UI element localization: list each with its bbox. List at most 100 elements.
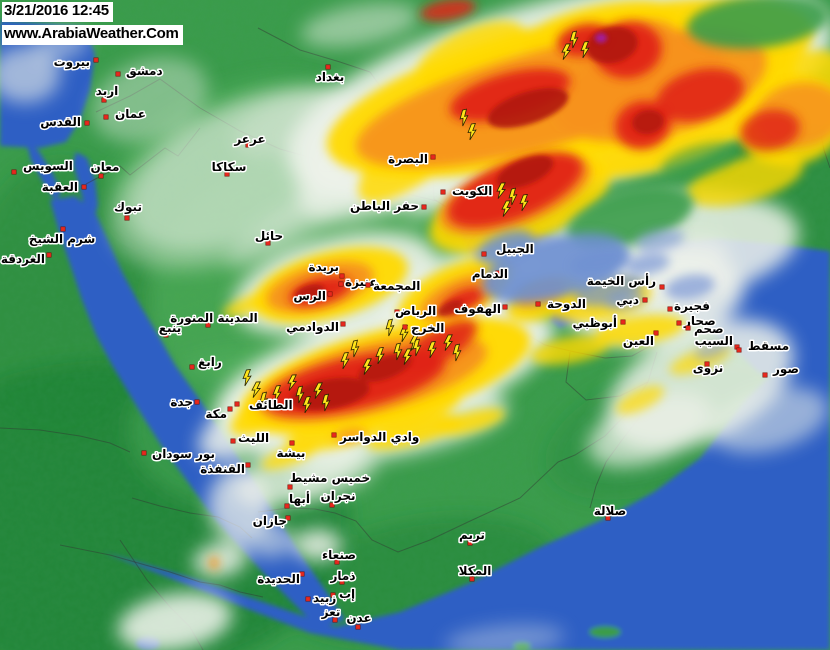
city-name-label: شرم الشيخ: [29, 232, 96, 247]
city-name-label: جدة: [170, 395, 193, 409]
city-name-label: بور سودان: [152, 447, 215, 462]
city-name-label: البصرة: [388, 152, 428, 166]
storm-cell-dark_red: [290, 377, 370, 411]
city: العقبة: [40, 179, 87, 196]
lake: [419, 634, 447, 648]
city: مكة: [204, 406, 233, 423]
storm-cell-purple: [595, 33, 607, 43]
storm-cell-white: [225, 176, 375, 268]
city-name-label: جازان: [253, 514, 287, 528]
storm-cell-white: [208, 467, 272, 543]
city: تعز: [319, 604, 342, 623]
city-marker: [653, 330, 659, 336]
city-name-label: عدن: [346, 611, 371, 625]
city-marker: [327, 291, 333, 297]
city: الحديدة: [256, 571, 305, 588]
city: عرعر: [232, 131, 267, 148]
city-marker: [502, 304, 508, 310]
city-name-label: الرياض: [395, 304, 436, 318]
storm-cell-yellow: [616, 385, 664, 415]
city-name-label: نجران: [321, 489, 356, 503]
storm-cell-white: [300, 2, 420, 48]
storm-cell-green_gaps: [687, 0, 827, 49]
city-marker: [230, 438, 236, 444]
city: المكلا: [457, 563, 493, 582]
city-name-label: إب: [339, 587, 355, 601]
storm-cell-yellow: [530, 335, 610, 365]
city-marker: [205, 322, 211, 328]
city-name-label: صحار: [683, 314, 716, 328]
city-marker: [704, 361, 710, 367]
city: الليث: [230, 430, 271, 447]
city-marker: [535, 301, 541, 307]
city-name-label: حفر الباطن: [350, 199, 419, 213]
city: تريم: [458, 527, 486, 546]
city-marker: [81, 184, 87, 190]
city-name-label: حائل: [255, 229, 283, 243]
sea-red_sea: [50, 196, 345, 628]
city-name-label: عمان: [115, 107, 146, 121]
storm-cell-sea_windows: [575, 273, 645, 307]
city-name-label: تعز: [321, 605, 341, 619]
city-name-label: الطائف: [249, 398, 293, 412]
city-name-label: رأس الخيمة: [587, 273, 656, 288]
city-name-label: خميس مشيط: [290, 471, 370, 485]
city-name-label: العين: [623, 334, 654, 348]
city: شرم الشيخ: [27, 226, 97, 249]
city-name-label: مسقط: [748, 339, 789, 353]
city: المجمعة: [365, 278, 422, 295]
storm-cell-red: [656, 68, 744, 122]
city-marker: [676, 320, 682, 326]
city-name-label: المكلا: [459, 564, 492, 578]
city-name-label: الحديدة: [257, 572, 300, 586]
storm-cell-white: [282, 455, 378, 505]
storm-cell-blue_patches: [635, 229, 685, 251]
city: خميس مشيط: [287, 470, 372, 490]
storm-cell-white: [445, 624, 565, 650]
city: سكاكا: [210, 159, 248, 177]
city-marker: [330, 592, 336, 598]
city-name-label: دمشق: [126, 64, 163, 78]
storm-cell-white: [91, 57, 209, 143]
storm-cell-dark_red: [632, 109, 664, 135]
city-marker: [440, 189, 446, 195]
city-name-label: أبوظبي: [573, 315, 617, 331]
city-name-label: القدس: [40, 115, 81, 129]
city: إب: [330, 586, 357, 603]
city-marker: [285, 515, 291, 521]
city: نزوى: [691, 360, 724, 378]
storm-cell-blue_patches: [626, 253, 670, 275]
city-marker: [394, 309, 400, 315]
city: البصرة: [387, 151, 436, 168]
city: وادي الدواسر: [331, 429, 421, 447]
watermark-url-label: www.ArabiaWeather.Com: [2, 24, 183, 45]
city-name-label: نزوى: [693, 361, 723, 376]
city-name-label: الرس: [293, 289, 326, 303]
weather-layer-sea_windows: [476, 230, 645, 307]
storm-cell-white: [294, 529, 342, 561]
city-marker: [762, 372, 768, 378]
city-marker: [659, 284, 665, 290]
storm-cell-dark_red: [487, 87, 569, 129]
storm-cell-dark_red: [295, 284, 325, 300]
city-name-label: الدمام: [472, 267, 508, 282]
storm-cell-red: [402, 319, 478, 371]
city-marker: [467, 540, 473, 546]
city-name-label: المجمعة: [373, 279, 420, 293]
city-marker: [402, 324, 408, 330]
city-marker: [299, 571, 305, 577]
city-name-label: الكويت: [452, 184, 492, 199]
storm-cell-yellow: [686, 153, 804, 207]
city-marker: [289, 440, 295, 446]
storm-cell-white: [117, 592, 233, 650]
city-marker: [227, 406, 233, 412]
city-marker: [469, 576, 475, 582]
city-marker: [115, 71, 121, 77]
city-marker: [331, 432, 337, 438]
city-name-label: زبيد: [313, 591, 336, 605]
timestamp-label: 3/21/2016 12:45: [2, 2, 113, 22]
country-border: [0, 427, 131, 453]
storm-cell-sea_windows: [476, 230, 534, 264]
city-name-label: وادي الدواسر: [339, 430, 419, 445]
